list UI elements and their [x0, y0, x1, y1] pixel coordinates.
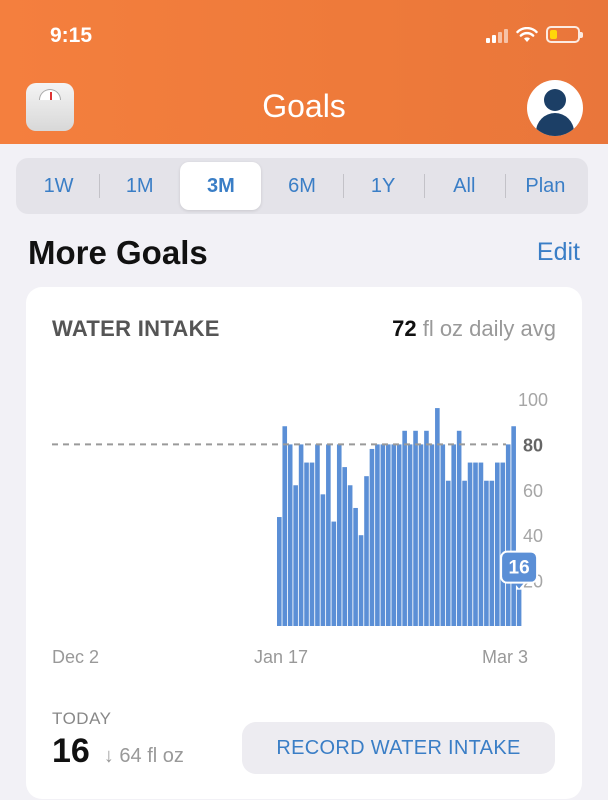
- time-range-segmented-control: 1W 1M 3M 6M 1Y All Plan: [16, 158, 588, 214]
- chart-bar: [407, 444, 413, 626]
- highlight-label: 16: [509, 558, 530, 579]
- card-title: WATER INTAKE: [52, 316, 220, 341]
- status-icons: [486, 26, 583, 43]
- chart-bar: [277, 517, 282, 626]
- water-intake-card[interactable]: WATER INTAKE 72 fl oz daily avg 20406080…: [26, 287, 582, 799]
- app-header: 9:15 Goals: [0, 0, 608, 144]
- y-tick-label: 60: [523, 481, 543, 501]
- y-tick-label: 40: [523, 526, 543, 546]
- highlight-bubble: [500, 550, 539, 584]
- battery-icon: [546, 26, 583, 43]
- chart-bar: [326, 444, 331, 626]
- chart-bar: [413, 430, 418, 626]
- chart-bar: [435, 408, 440, 626]
- scale-button[interactable]: [26, 83, 74, 131]
- daily-average: 72 fl oz daily avg: [392, 316, 556, 342]
- cellular-signal-icon: [486, 27, 508, 43]
- chart-bar: [505, 444, 511, 626]
- profile-avatar[interactable]: [527, 80, 583, 136]
- segment-all[interactable]: All: [423, 162, 505, 210]
- chart-bar: [298, 444, 304, 626]
- chart-bar: [320, 494, 326, 626]
- chart-bar: [478, 462, 484, 626]
- chart-bar: [451, 444, 456, 626]
- y-tick-label: 100: [518, 390, 548, 410]
- chart-bar: [462, 480, 467, 626]
- chart-bar: [440, 444, 446, 626]
- chart-bar: [484, 480, 489, 626]
- section-title: More Goals: [28, 234, 208, 271]
- x-tick-label: Jan 17: [254, 647, 308, 667]
- chart-bar: [402, 430, 407, 626]
- daily-average-unit: fl oz daily avg: [416, 316, 556, 341]
- chart-bar: [304, 462, 309, 626]
- segment-1y[interactable]: 1Y: [342, 162, 424, 210]
- chart-bar: [489, 480, 495, 626]
- chart-bar: [467, 462, 473, 626]
- chart-bar: [429, 444, 435, 626]
- chart-bar: [309, 462, 315, 626]
- page-title: Goals: [262, 88, 346, 124]
- chart-bar: [342, 467, 347, 626]
- today-summary: 16 ↓ 64 fl oz: [52, 732, 184, 771]
- today-value: 16: [52, 732, 90, 770]
- x-tick-label: Mar 3: [482, 647, 528, 667]
- chart-bar: [315, 444, 320, 626]
- status-time: 9:15: [50, 24, 93, 47]
- chart-bar: [287, 444, 293, 626]
- segment-plan[interactable]: Plan: [504, 162, 586, 210]
- chart-bar: [424, 430, 429, 626]
- y-tick-label: 80: [523, 435, 543, 455]
- segment-1m[interactable]: 1M: [99, 162, 180, 210]
- segment-6m[interactable]: 6M: [288, 174, 316, 197]
- x-tick-label: Dec 2: [52, 647, 99, 667]
- daily-average-value: 72: [392, 316, 417, 341]
- chart-bar: [380, 444, 386, 626]
- chart-bar: [473, 462, 478, 626]
- chart-bar: [386, 444, 391, 626]
- today-change: ↓ 64 fl oz: [103, 745, 184, 767]
- chart-bar: [282, 426, 288, 626]
- chart-bar: [336, 444, 342, 626]
- chart-bar: [331, 521, 337, 626]
- chart-bar: [347, 485, 353, 626]
- edit-button[interactable]: Edit: [536, 238, 580, 266]
- segment-1w[interactable]: 1W: [43, 174, 74, 197]
- chart-bar: [364, 476, 369, 626]
- segment-3m[interactable]: 3M: [180, 162, 262, 210]
- record-water-intake-button[interactable]: RECORD WATER INTAKE: [242, 722, 555, 774]
- today-label: TODAY: [52, 709, 112, 728]
- chart-bar: [353, 507, 358, 626]
- wifi-icon: [516, 26, 538, 42]
- chart-bar: [511, 426, 516, 626]
- chart-bar: [396, 444, 402, 626]
- chart-bar: [500, 462, 506, 626]
- chart-bar: [456, 430, 462, 626]
- chart-bar: [445, 480, 451, 626]
- chart-bar: [293, 485, 298, 626]
- chart-bar: [516, 589, 522, 626]
- chart-bar: [358, 535, 364, 626]
- chart-bar: [369, 448, 375, 626]
- chart-bar: [375, 444, 380, 626]
- chart-bar: [495, 462, 500, 626]
- chart-bar: [391, 444, 397, 626]
- chart-bar: [418, 444, 424, 626]
